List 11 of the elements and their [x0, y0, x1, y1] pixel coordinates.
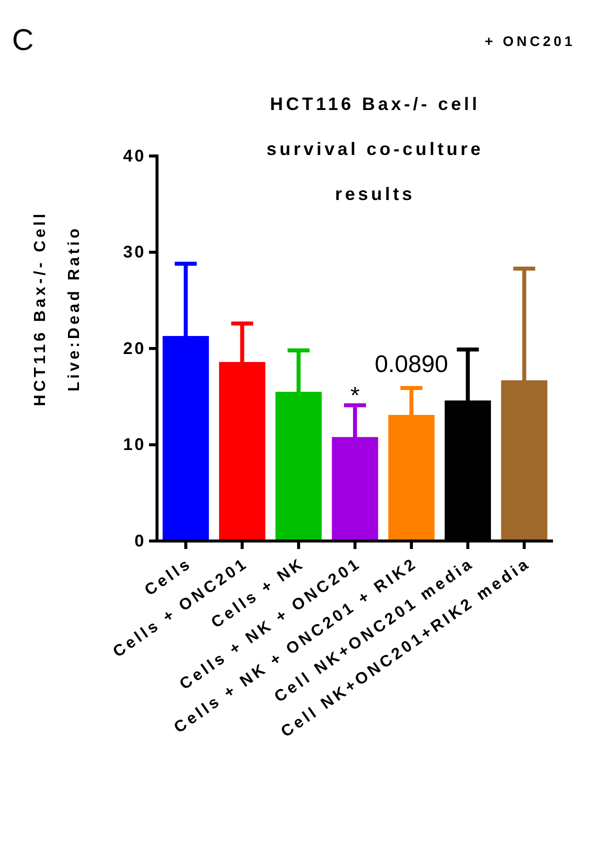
y-axis-title: HCT116 Bax-/- Cell Live:Dead Ratio: [32, 210, 83, 406]
y-tick-label: 30: [123, 242, 146, 262]
annotation: 0.0890: [374, 351, 448, 378]
text: C: [12, 24, 34, 57]
annotation: *: [350, 382, 360, 410]
y-tick-label: 10: [123, 435, 146, 454]
y-tick-label: 40: [123, 146, 146, 166]
text: + ONC201: [484, 33, 576, 49]
y-tick-label: 20: [123, 338, 146, 358]
y-tick-label: 0: [134, 531, 146, 550]
chart-title: HCT116 Bax-/- cell survival co-culture results: [266, 94, 484, 204]
